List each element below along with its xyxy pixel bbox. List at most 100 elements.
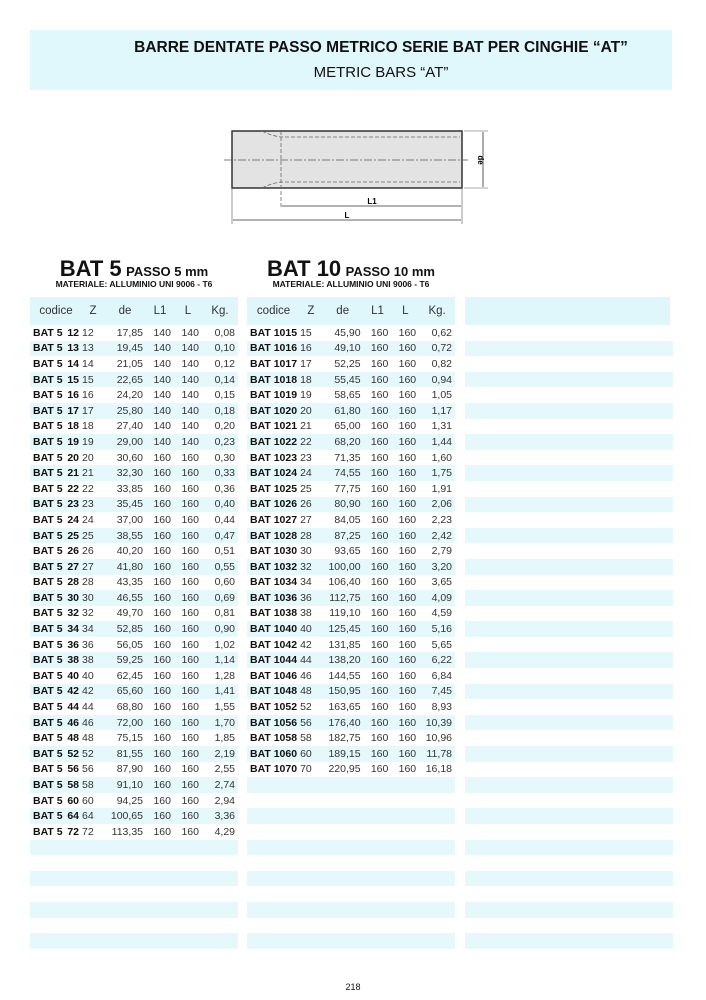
l1-cell xyxy=(610,855,636,871)
table-row xyxy=(465,762,673,778)
table-row: BAT 5 40 40 62,45 160 160 1,28 xyxy=(30,668,238,684)
code-cell xyxy=(465,870,525,887)
code-number-cell: 40 xyxy=(285,621,301,637)
de-cell xyxy=(584,387,610,403)
table-row xyxy=(465,356,673,372)
table-row: BAT 5 72 72 113,35 160 160 4,29 xyxy=(30,824,238,840)
z-cell: 22 xyxy=(300,434,322,450)
z-cell xyxy=(545,839,585,856)
l-cell: 160 xyxy=(174,621,202,637)
l-cell: 160 xyxy=(391,434,420,450)
de-cell xyxy=(584,325,610,341)
z-cell xyxy=(545,730,584,746)
kg-cell xyxy=(670,699,673,715)
z-cell: 40 xyxy=(300,621,322,637)
l1-cell: 160 xyxy=(370,389,389,402)
table-row: BAT 5 64 64 100,65 160 160 3,36 xyxy=(30,808,238,824)
l1-cell xyxy=(610,777,637,793)
l1-cell: 160 xyxy=(370,763,389,776)
table-row: BAT 5 34 34 52,85 160 160 0,90 xyxy=(30,621,238,637)
l-cell xyxy=(636,402,670,419)
de-cell xyxy=(584,419,610,435)
l-cell xyxy=(636,543,670,559)
z-cell xyxy=(545,543,584,559)
code-cell xyxy=(465,590,525,606)
l1-cell: 160 xyxy=(153,513,171,526)
code-cell xyxy=(465,777,525,793)
de-cell xyxy=(321,839,364,856)
de-cell: 49,70 xyxy=(116,607,143,620)
z-cell: 30 xyxy=(300,545,312,558)
table-row: BAT 10 42 42 131,85 160 160 5,65 xyxy=(247,637,455,653)
code-cell xyxy=(30,855,66,871)
table-row: BAT 5 38 38 59,25 160 160 1,14 xyxy=(30,652,238,669)
de-cell xyxy=(584,543,610,559)
l1-cell xyxy=(610,590,637,606)
z-cell: 64 xyxy=(82,808,104,824)
z-cell xyxy=(545,590,585,606)
de-cell xyxy=(584,465,611,481)
code-number-cell: 23 xyxy=(65,496,82,513)
de-cell xyxy=(321,808,364,824)
de-cell: 106,40 xyxy=(328,576,361,589)
table-row: BAT 5 19 19 29,00 140 140 0,23 xyxy=(30,434,238,450)
code-cell xyxy=(465,714,525,731)
de-cell: 100,65 xyxy=(104,808,146,824)
l-cell xyxy=(636,699,670,715)
kg-cell xyxy=(670,808,673,824)
kg-cell: 0,20 xyxy=(214,420,235,433)
z-cell xyxy=(545,762,584,778)
l1-cell: 140 xyxy=(153,326,171,339)
z-cell: 46 xyxy=(300,669,312,682)
de-cell: 138,20 xyxy=(321,652,364,669)
l-cell xyxy=(174,886,202,902)
column-header: L1 xyxy=(146,297,174,325)
l-cell: 160 xyxy=(174,714,202,731)
code-number-cell xyxy=(65,839,82,856)
z-cell xyxy=(545,450,584,466)
code-cell: BAT 10 xyxy=(250,701,286,714)
z-cell xyxy=(545,855,584,871)
l-cell: 160 xyxy=(181,763,199,776)
kg-cell: 6,22 xyxy=(419,652,455,669)
l-cell xyxy=(636,793,670,809)
de-cell xyxy=(584,575,610,591)
l1-cell: 140 xyxy=(146,434,174,450)
z-cell xyxy=(300,855,322,871)
l-cell: 160 xyxy=(398,669,417,682)
table-row xyxy=(247,824,455,840)
l-cell xyxy=(391,777,420,793)
l-cell xyxy=(636,590,670,606)
code-number-cell xyxy=(285,933,301,949)
l-cell: 140 xyxy=(174,434,202,450)
z-cell xyxy=(300,918,322,934)
code-cell xyxy=(465,575,524,591)
l1-cell xyxy=(610,621,637,637)
l-cell xyxy=(174,901,202,918)
kg-cell: 0,72 xyxy=(419,340,455,357)
kg-cell: 1,41 xyxy=(202,683,238,700)
column-header xyxy=(524,297,546,325)
l-cell xyxy=(636,558,670,575)
l1-cell: 160 xyxy=(370,326,389,339)
l1-cell xyxy=(610,746,637,762)
code-number-cell xyxy=(524,527,546,544)
kg-cell: 10,39 xyxy=(419,714,455,731)
kg-cell xyxy=(419,839,455,856)
code-cell xyxy=(247,793,285,809)
l1-cell xyxy=(610,683,637,700)
l1-cell: 160 xyxy=(153,701,171,714)
kg-cell: 0,94 xyxy=(419,371,455,388)
kg-cell xyxy=(670,870,673,887)
l1-cell xyxy=(610,512,636,528)
de-cell xyxy=(584,450,610,466)
page-number: 218 xyxy=(345,982,361,992)
z-cell xyxy=(545,683,585,700)
code-number-cell: 28 xyxy=(67,576,79,589)
code-cell xyxy=(247,870,286,887)
table-row xyxy=(465,481,673,497)
table-row xyxy=(465,901,673,918)
table-row xyxy=(465,933,673,949)
code-number-cell xyxy=(524,558,546,575)
z-cell: 32 xyxy=(300,558,322,575)
